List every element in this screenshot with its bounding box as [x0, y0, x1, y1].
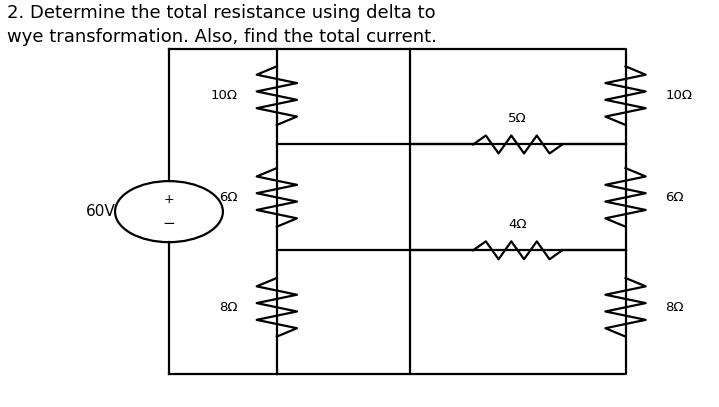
Text: 6Ω: 6Ω — [665, 191, 684, 204]
Text: 8Ω: 8Ω — [219, 301, 237, 314]
Text: +: + — [164, 193, 174, 206]
Text: 6Ω: 6Ω — [219, 191, 237, 204]
Text: 2. Determine the total resistance using delta to
wye transformation. Also, find : 2. Determine the total resistance using … — [7, 4, 437, 46]
Text: 4Ω: 4Ω — [508, 218, 527, 231]
Text: 10Ω: 10Ω — [210, 89, 237, 102]
Text: 10Ω: 10Ω — [665, 89, 692, 102]
Text: 5Ω: 5Ω — [508, 112, 527, 125]
Text: 60V: 60V — [86, 204, 116, 219]
Text: 8Ω: 8Ω — [665, 301, 684, 314]
Text: −: − — [162, 216, 175, 230]
